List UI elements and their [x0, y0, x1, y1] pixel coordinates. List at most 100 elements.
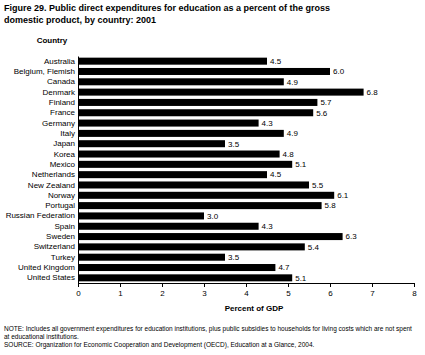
data-label: 6.1 — [337, 191, 349, 200]
tick-label: Mexico — [50, 160, 76, 169]
tick: United States — [27, 273, 75, 282]
tick-label: Switzerland — [34, 242, 75, 251]
tick: 1 — [118, 283, 123, 298]
tick-label: Italy — [60, 129, 75, 138]
data-label: 3.0 — [207, 212, 219, 221]
bar — [78, 99, 317, 106]
tick-mark — [330, 283, 331, 287]
tick-label: Turkey — [51, 253, 75, 262]
tick-label: 1 — [118, 289, 123, 298]
text-line: SOURCE: Organization for Economic Cooper… — [4, 341, 315, 349]
x-axis: 012345678 — [76, 283, 417, 298]
chart: Figure 29. Public direct expenditures fo… — [0, 0, 425, 355]
tick-label: Finland — [49, 98, 75, 107]
tick-mark — [120, 283, 121, 287]
tick-label: Germany — [42, 119, 75, 128]
data-label: 6.0 — [333, 67, 345, 76]
bar — [78, 192, 334, 199]
data-label: 5.1 — [295, 160, 307, 169]
tick: France — [50, 108, 75, 117]
bar — [78, 223, 259, 230]
note: NOTE: Includes all government expenditur… — [4, 325, 412, 340]
bar — [78, 109, 313, 116]
y-axis: AustraliaBelgium, FlemishCanada DenmarkFi… — [6, 57, 79, 284]
data-label: 5.7 — [320, 98, 332, 107]
tick: Canada — [47, 77, 76, 86]
data-label: 4.3 — [262, 222, 274, 231]
bar — [78, 264, 275, 271]
tick-label: United States — [27, 273, 75, 282]
tick: Denmark — [43, 88, 76, 97]
data-labels: 4.56.04.96.85.75.64.34.93.54.85.14.55.56… — [207, 57, 378, 283]
tick: Finland — [49, 98, 75, 107]
data-label: 5.1 — [295, 274, 307, 283]
text-line: domestic product, by country: 2001 — [4, 15, 156, 25]
tick-label: Portugal — [45, 201, 75, 210]
tick: Switzerland — [34, 242, 75, 251]
tick: 4 — [244, 283, 249, 298]
tick: Japan — [53, 139, 75, 148]
data-label: 5.5 — [312, 181, 324, 190]
tick: 6 — [328, 283, 333, 298]
tick-label: 4 — [244, 289, 249, 298]
tick-label: France — [50, 108, 75, 117]
text-line: at educational institutions. — [4, 333, 79, 340]
tick: 3 — [202, 283, 207, 298]
data-label: 4.3 — [262, 119, 274, 128]
tick-label: 7 — [370, 289, 375, 298]
bar — [78, 161, 292, 168]
bar — [78, 274, 292, 281]
bar — [78, 243, 305, 250]
tick: Korea — [54, 150, 76, 159]
tick: Spain — [55, 222, 75, 231]
tick: 2 — [160, 283, 165, 298]
tick-mark — [372, 283, 373, 287]
tick-label: Korea — [54, 150, 76, 159]
tick: Italy — [60, 129, 75, 138]
tick-label: Spain — [55, 222, 75, 231]
bar — [78, 58, 267, 65]
bar — [78, 68, 330, 75]
axis-line — [78, 57, 79, 284]
bar — [78, 181, 309, 188]
tick-mark — [204, 283, 205, 287]
tick: Russian Federation — [6, 211, 75, 220]
data-label: 6.3 — [346, 232, 358, 241]
data-label: 4.9 — [287, 78, 299, 87]
text-line: Figure 29. Public direct expenditures fo… — [4, 3, 330, 13]
tick: 7 — [370, 283, 375, 298]
tick: Belgium, Flemish — [14, 67, 75, 76]
data-label: 5.4 — [308, 243, 320, 252]
tick-mark — [162, 283, 163, 287]
bar — [78, 78, 284, 85]
data-label: 5.6 — [316, 109, 328, 118]
tick-label: Australia — [44, 57, 76, 66]
tick-label: Russian Federation — [6, 211, 75, 220]
text-line: NOTE: Includes all government expenditur… — [4, 325, 412, 333]
tick: Turkey — [51, 253, 75, 262]
tick-label: 5 — [286, 289, 291, 298]
data-label: 4.7 — [278, 263, 290, 272]
bars — [78, 58, 364, 282]
y-axis-title: Country — [37, 36, 68, 45]
note: SOURCE: Organization for Economic Cooper… — [4, 341, 315, 349]
tick-label: 0 — [76, 289, 81, 298]
tick-label: New Zealand — [28, 181, 75, 190]
tick-label: 3 — [202, 289, 207, 298]
bar — [78, 140, 225, 147]
tick-label: Netherlands — [32, 170, 75, 179]
tick-label: Norway — [48, 191, 75, 200]
data-label: 4.9 — [287, 129, 299, 138]
tick: Netherlands — [32, 170, 75, 179]
data-label: 4.8 — [283, 150, 295, 159]
bar — [78, 89, 364, 96]
bar — [78, 254, 225, 261]
axis-line — [79, 284, 415, 288]
tick: 0 — [76, 283, 81, 298]
bar — [78, 202, 322, 209]
tick-mark — [246, 283, 247, 287]
tick: Norway — [48, 191, 75, 200]
tick: Portugal — [45, 201, 75, 210]
data-label: 4.5 — [270, 170, 282, 179]
tick-label: 6 — [328, 289, 333, 298]
